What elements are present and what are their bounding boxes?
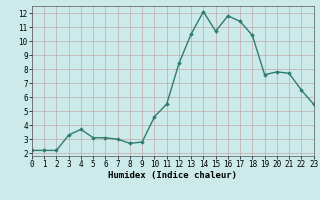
X-axis label: Humidex (Indice chaleur): Humidex (Indice chaleur) — [108, 171, 237, 180]
